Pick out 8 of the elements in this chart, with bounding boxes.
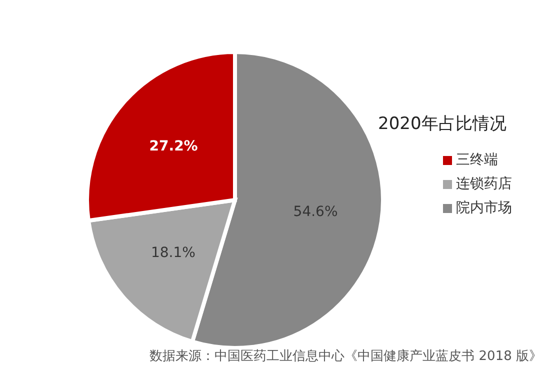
data-label: 18.1%: [150, 245, 196, 262]
source-note: 数据来源：中国医药工业信息中心《中国健康产业蓝皮书 2018 版》: [150, 348, 542, 365]
legend-label: 三终端: [456, 152, 498, 168]
data-label: 54.6%: [293, 204, 338, 220]
legend-title: 2020年占比情况: [378, 113, 506, 135]
data-label: 27.2%: [149, 138, 198, 155]
legend-label: 连锁药店: [456, 176, 512, 192]
legend-label: 院内市场: [456, 200, 512, 216]
